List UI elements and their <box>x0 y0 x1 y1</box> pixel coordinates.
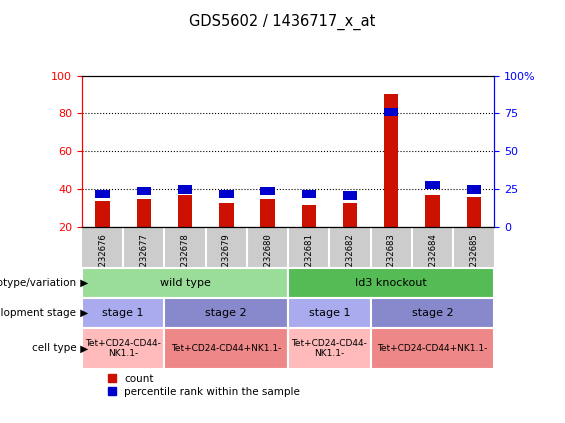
Bar <box>467 197 481 228</box>
Text: Tet+CD24-CD44-
NK1.1-: Tet+CD24-CD44- NK1.1- <box>292 339 367 358</box>
Text: stage 2: stage 2 <box>412 308 453 318</box>
Text: GSM1232685: GSM1232685 <box>470 233 478 287</box>
Bar <box>425 195 440 228</box>
Text: GSM1232682: GSM1232682 <box>346 233 354 287</box>
Text: wild type: wild type <box>159 278 211 288</box>
Bar <box>95 201 110 228</box>
Bar <box>467 185 481 194</box>
Bar <box>82 268 288 298</box>
Text: GSM1232683: GSM1232683 <box>387 233 396 287</box>
Legend: count, percentile rank within the sample: count, percentile rank within the sample <box>108 374 301 397</box>
Bar <box>219 190 233 198</box>
Text: GSM1232679: GSM1232679 <box>222 233 231 287</box>
Bar <box>302 190 316 198</box>
Bar <box>178 185 192 194</box>
Text: genotype/variation: genotype/variation <box>0 278 76 288</box>
Bar <box>260 199 275 228</box>
Bar <box>288 268 494 298</box>
Bar <box>288 298 371 328</box>
Bar <box>371 328 494 369</box>
Text: GSM1232681: GSM1232681 <box>305 233 313 287</box>
Bar <box>343 191 357 200</box>
Bar <box>82 328 164 369</box>
Text: GDS5602 / 1436717_x_at: GDS5602 / 1436717_x_at <box>189 14 376 30</box>
Text: cell type: cell type <box>32 343 76 353</box>
Bar <box>82 298 164 328</box>
Text: GSM1232684: GSM1232684 <box>428 233 437 287</box>
Text: ▶: ▶ <box>77 308 89 318</box>
Text: GSM1232680: GSM1232680 <box>263 233 272 287</box>
Text: Tet+CD24-CD44+NK1.1-: Tet+CD24-CD44+NK1.1- <box>171 344 281 353</box>
Text: Id3 knockout: Id3 knockout <box>355 278 427 288</box>
Bar <box>302 205 316 228</box>
Text: ▶: ▶ <box>77 343 89 353</box>
Bar <box>164 328 288 369</box>
Text: GSM1232676: GSM1232676 <box>98 233 107 287</box>
Text: stage 1: stage 1 <box>102 308 144 318</box>
Bar <box>260 187 275 195</box>
Text: GSM1232678: GSM1232678 <box>181 233 189 287</box>
Bar <box>137 199 151 228</box>
Text: Tet+CD24-CD44-
NK1.1-: Tet+CD24-CD44- NK1.1- <box>85 339 161 358</box>
Bar <box>288 328 371 369</box>
Text: stage 2: stage 2 <box>206 308 247 318</box>
Bar <box>137 187 151 195</box>
Bar <box>178 195 192 228</box>
Bar <box>371 298 494 328</box>
Text: stage 1: stage 1 <box>308 308 350 318</box>
Bar <box>384 108 398 116</box>
Bar <box>219 203 233 228</box>
Text: development stage: development stage <box>0 308 76 318</box>
Bar <box>343 203 357 228</box>
Bar <box>164 298 288 328</box>
Bar <box>425 181 440 189</box>
Bar <box>95 190 110 198</box>
Text: ▶: ▶ <box>77 278 89 288</box>
Text: Tet+CD24-CD44+NK1.1-: Tet+CD24-CD44+NK1.1- <box>377 344 488 353</box>
Text: GSM1232677: GSM1232677 <box>140 233 148 287</box>
Bar <box>384 94 398 228</box>
